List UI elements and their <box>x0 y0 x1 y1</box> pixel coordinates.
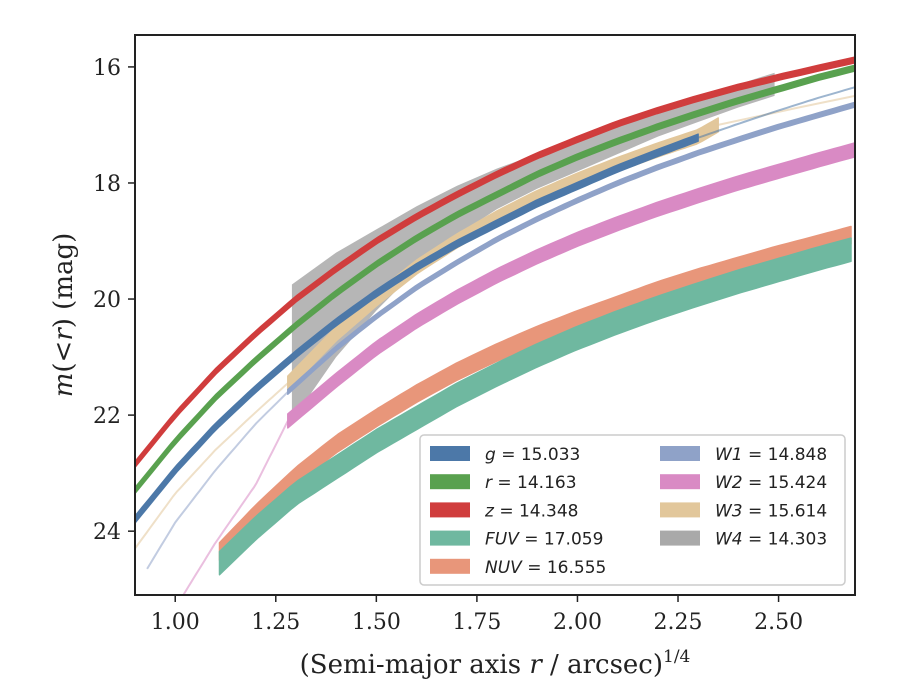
series-w3-extrapolation-end <box>717 94 855 126</box>
legend-item-nuv: NUV = 16.555 <box>430 558 606 578</box>
legend-item-r: r = 14.163 <box>430 473 577 493</box>
legend-swatch <box>660 446 700 461</box>
x-tick-label: 1.50 <box>352 610 401 635</box>
legend-label: NUV = 16.555 <box>485 558 606 578</box>
legend: g = 15.033 r = 14.163 z = 14.348 FUV = 17.0… <box>419 434 846 586</box>
x-tick-label: 2.50 <box>754 610 803 635</box>
legend-swatch <box>660 502 700 518</box>
x-axis-label: (Semi-major axis r / arcsec)1/4 <box>300 647 691 680</box>
legend-item-w1: W1 = 14.848 <box>660 445 827 465</box>
legend-item-w4: W4 = 14.303 <box>660 530 827 550</box>
y-axis-label: m(<r) (mag) <box>49 233 79 398</box>
series-w1-band <box>287 101 855 395</box>
legend-item-w2: W2 = 15.424 <box>660 473 827 493</box>
legend-swatch <box>430 474 470 490</box>
legend-entries: g = 15.033 r = 14.163 z = 14.348 FUV = 17.0… <box>430 445 827 578</box>
plot-frame <box>134 34 856 596</box>
legend-label: W4 = 14.303 <box>715 530 827 550</box>
y-tick-label: 18 <box>93 172 121 197</box>
series-w2-band <box>287 142 855 429</box>
series-g-band <box>135 133 699 524</box>
legend-swatch <box>430 530 470 546</box>
y-axis-ticks: 16 18 20 22 24 <box>93 56 135 545</box>
series-layer <box>135 56 855 595</box>
legend-label: g = 15.033 <box>485 445 580 465</box>
legend-item-z: z = 14.348 <box>430 501 578 521</box>
legend-label: W2 = 15.424 <box>715 473 827 493</box>
x-tick-label: 1.00 <box>151 610 200 635</box>
legend-swatch <box>430 558 470 574</box>
legend-label: W3 = 15.614 <box>715 501 827 521</box>
series-fuv-band <box>218 237 852 576</box>
legend-swatch <box>660 530 700 546</box>
series-w2-extrapolation-start <box>182 420 289 595</box>
legend-swatch <box>660 474 700 490</box>
series-w3-extrapolation-start <box>135 382 289 550</box>
x-axis-ticks: 1.00 1.25 1.50 1.75 2.00 2.25 2.50 <box>151 595 803 635</box>
series-w1-extrapolation-start <box>146 391 289 570</box>
legend-item-fuv: FUV = 17.059 <box>430 530 603 550</box>
x-tick-label: 2.00 <box>553 610 602 635</box>
legend-item-g: g = 15.033 <box>430 445 580 465</box>
x-tick-label: 1.25 <box>251 610 300 635</box>
y-tick-label: 20 <box>93 288 121 313</box>
legend-label: W1 = 14.848 <box>715 445 827 465</box>
y-tick-label: 24 <box>93 520 121 545</box>
series-g-extrapolation-end <box>697 86 855 139</box>
series-clip-group <box>135 56 855 595</box>
y-tick-label: 16 <box>93 56 121 81</box>
legend-label: r = 14.163 <box>485 473 577 493</box>
x-tick-label: 2.25 <box>654 610 703 635</box>
y-tick-label: 22 <box>93 404 121 429</box>
legend-label: FUV = 17.059 <box>485 530 603 550</box>
series-r-band <box>135 64 855 495</box>
legend-label: z = 14.348 <box>484 501 578 521</box>
legend-item-w3: W3 = 15.614 <box>660 501 827 521</box>
legend-swatch <box>430 502 470 518</box>
x-tick-label: 1.75 <box>452 610 501 635</box>
legend-frame <box>419 434 846 586</box>
legend-swatch <box>430 446 470 461</box>
series-z-band <box>135 56 855 469</box>
